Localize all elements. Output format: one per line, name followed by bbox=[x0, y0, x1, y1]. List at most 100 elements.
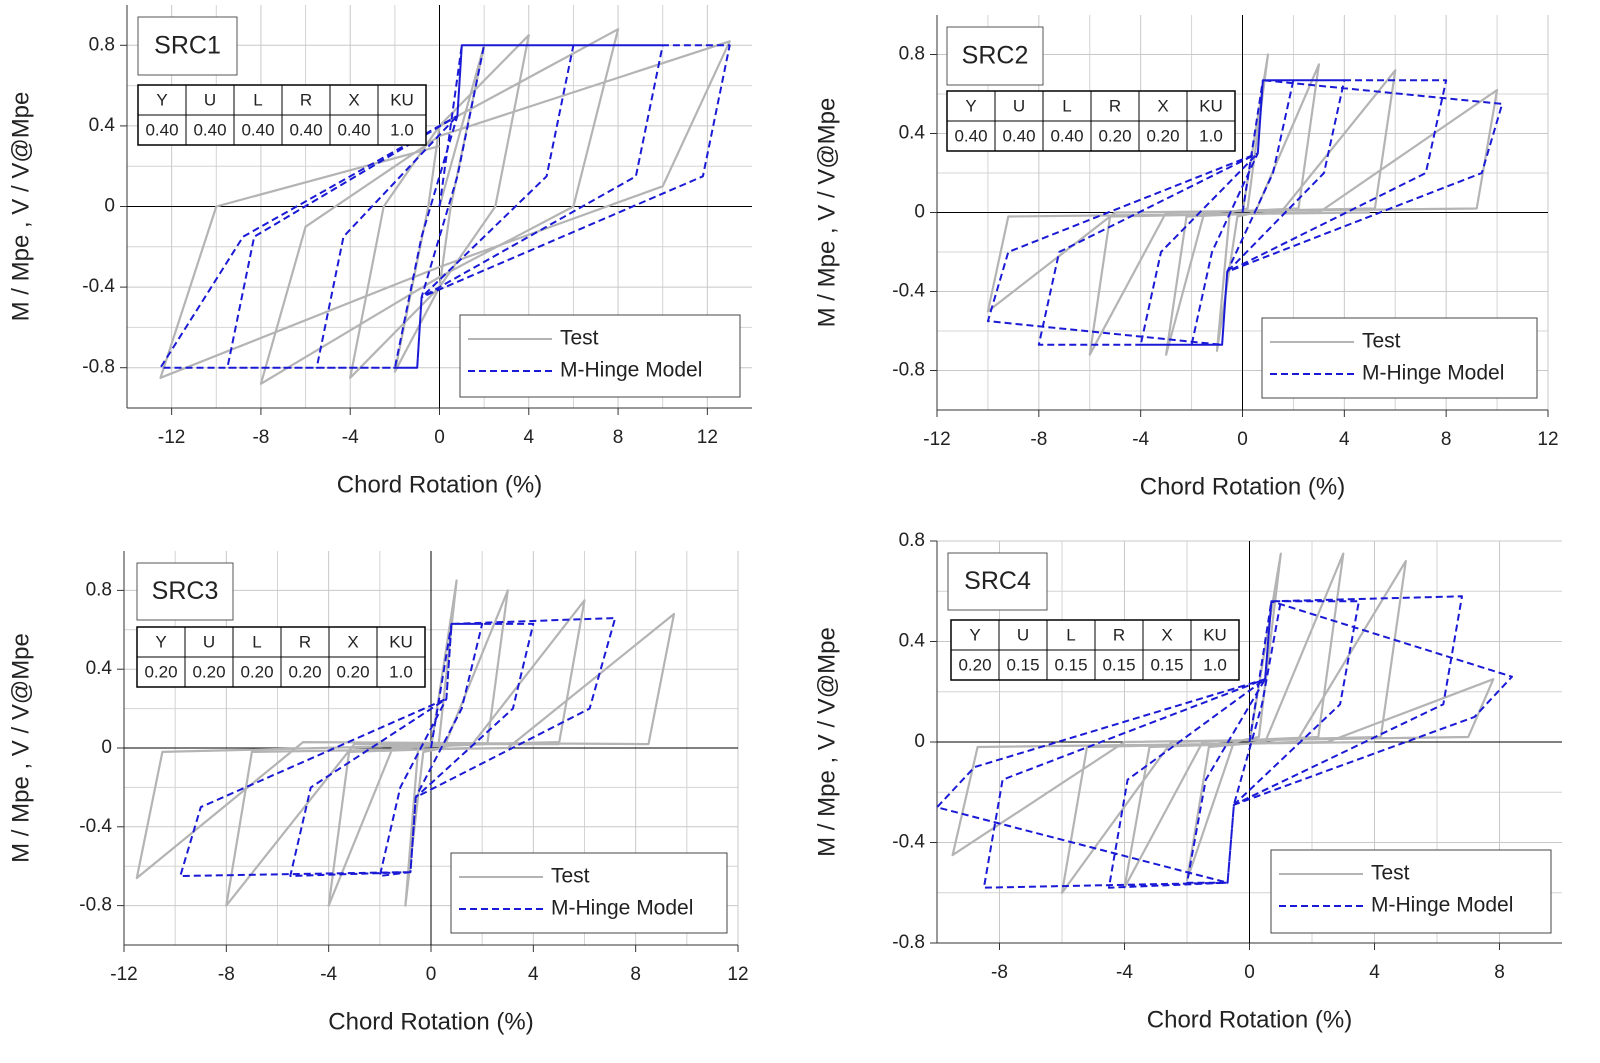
series-line bbox=[135, 579, 676, 907]
x-tick-label: 0 bbox=[434, 427, 445, 448]
y-tick-label: 0.4 bbox=[89, 115, 116, 136]
table-cell: 0.40 bbox=[289, 120, 322, 139]
table-header: X bbox=[348, 90, 359, 109]
panel: -12 -8 -4 0 4 8 12 -0.8 -0.4 0 0.4 0.8 SRC1 Y 0.40 U 0.4… bbox=[7, 5, 752, 498]
table-header: R bbox=[1113, 625, 1125, 644]
y-tick-label: 0.8 bbox=[89, 34, 115, 55]
x-tick-label: 0 bbox=[1244, 962, 1255, 983]
x-tick-label: 8 bbox=[630, 964, 641, 985]
table-cell: 0.15 bbox=[1150, 655, 1183, 674]
table-header: KU bbox=[390, 90, 414, 109]
x-tick-label: 12 bbox=[1537, 429, 1558, 450]
y-axis-title: M / Mpe , V / V@Mpe bbox=[7, 92, 34, 322]
panel-label: SRC2 bbox=[962, 42, 1029, 70]
series-line bbox=[951, 552, 1495, 894]
label-box bbox=[137, 16, 238, 76]
table-header: X bbox=[1157, 96, 1168, 115]
x-tick-label: 8 bbox=[1494, 962, 1505, 983]
table-cell: 0.20 bbox=[958, 655, 991, 674]
y-tick-label: -0.4 bbox=[892, 281, 925, 302]
legend-label: M-Hinge Model bbox=[1371, 894, 1513, 917]
panel-label: SRC1 bbox=[154, 32, 221, 60]
table-header: L bbox=[252, 632, 261, 651]
table-cell: 0.20 bbox=[336, 662, 369, 681]
table-cell: 1.0 bbox=[390, 120, 414, 139]
y-tick-label: -0.4 bbox=[82, 276, 115, 297]
table-header: KU bbox=[1203, 625, 1227, 644]
legend-label: Test bbox=[560, 327, 599, 350]
y-tick-label: -0.8 bbox=[892, 932, 925, 953]
table-cell: 0.20 bbox=[240, 662, 273, 681]
y-tick-label: 0 bbox=[914, 731, 925, 752]
table-cell: 1.0 bbox=[1199, 126, 1223, 145]
y-tick-label: 0.8 bbox=[899, 44, 925, 65]
table-cell: 0.15 bbox=[1102, 655, 1135, 674]
table-cell: 0.20 bbox=[192, 662, 225, 681]
table-header: L bbox=[1062, 96, 1071, 115]
table-header: L bbox=[253, 90, 262, 109]
y-tick-label: 0 bbox=[104, 196, 115, 217]
table-header: R bbox=[300, 90, 312, 109]
table-header: X bbox=[1161, 625, 1172, 644]
y-tick-label: -0.8 bbox=[82, 357, 115, 378]
x-axis-title: Chord Rotation (%) bbox=[1140, 473, 1345, 500]
label-box bbox=[947, 552, 1048, 611]
table-cell: 0.20 bbox=[1098, 126, 1131, 145]
legend-label: Test bbox=[1362, 330, 1401, 353]
table-cell: 0.40 bbox=[1002, 126, 1035, 145]
table-header: U bbox=[1017, 625, 1029, 644]
x-tick-label: -12 bbox=[158, 427, 185, 448]
panel: -12 -8 -4 0 4 8 12 -0.8 -0.4 0 0.4 0.8 SRC3 Y 0.20 U 0.2… bbox=[7, 551, 749, 1035]
y-tick-label: 0.8 bbox=[899, 530, 925, 551]
x-tick-label: -4 bbox=[1116, 962, 1133, 983]
legend-label: Test bbox=[1371, 862, 1410, 885]
y-tick-label: -0.4 bbox=[892, 832, 925, 853]
series-line bbox=[159, 44, 731, 369]
table-cell: 1.0 bbox=[389, 662, 413, 681]
x-tick-label: -8 bbox=[252, 427, 269, 448]
y-tick-label: 0.4 bbox=[899, 123, 926, 144]
x-axis-title: Chord Rotation (%) bbox=[328, 1008, 533, 1035]
x-tick-label: -12 bbox=[110, 964, 137, 985]
legend-label: M-Hinge Model bbox=[1362, 362, 1504, 385]
y-tick-label: 0.4 bbox=[899, 631, 926, 652]
y-tick-label: -0.8 bbox=[79, 895, 112, 916]
table-header: R bbox=[299, 632, 311, 651]
table-cell: 0.20 bbox=[1146, 126, 1179, 145]
table-header: U bbox=[1013, 96, 1025, 115]
table-header: R bbox=[1109, 96, 1121, 115]
legend-box bbox=[1261, 317, 1538, 399]
table-header: Y bbox=[969, 625, 980, 644]
x-axis-title: Chord Rotation (%) bbox=[337, 471, 542, 498]
x-tick-label: 0 bbox=[426, 964, 437, 985]
x-tick-label: 4 bbox=[1369, 962, 1380, 983]
table-cell: 0.20 bbox=[288, 662, 321, 681]
table-header: Y bbox=[156, 90, 167, 109]
y-tick-label: 0.4 bbox=[86, 658, 113, 679]
table-cell: 0.20 bbox=[144, 662, 177, 681]
label-box bbox=[136, 562, 234, 621]
table-cell: 0.40 bbox=[193, 120, 226, 139]
series-line bbox=[936, 595, 1513, 889]
panel-label: SRC3 bbox=[152, 577, 219, 605]
table-header: U bbox=[203, 632, 215, 651]
table-header: Y bbox=[965, 96, 976, 115]
series-line bbox=[986, 53, 1499, 356]
table-header: L bbox=[1066, 625, 1075, 644]
x-tick-label: 8 bbox=[1441, 429, 1452, 450]
table-header: KU bbox=[389, 632, 413, 651]
table-header: KU bbox=[1199, 96, 1223, 115]
label-box bbox=[946, 26, 1044, 86]
y-tick-label: -0.8 bbox=[892, 360, 925, 381]
x-tick-label: -8 bbox=[218, 964, 235, 985]
table-cell: 1.0 bbox=[1203, 655, 1227, 674]
y-axis-title: M / Mpe , V / V@Mpe bbox=[813, 98, 840, 328]
series-line bbox=[179, 617, 617, 877]
table-header: U bbox=[204, 90, 216, 109]
x-tick-label: 12 bbox=[697, 427, 718, 448]
y-tick-label: 0 bbox=[914, 202, 925, 223]
panel: -12 -8 -4 0 4 8 12 -0.8 -0.4 0 0.4 0.8 SRC2 Y 0.40 U 0.4… bbox=[813, 15, 1559, 500]
y-tick-label: 0.8 bbox=[86, 579, 112, 600]
legend-label: M-Hinge Model bbox=[551, 897, 693, 920]
x-tick-label: 4 bbox=[528, 964, 539, 985]
